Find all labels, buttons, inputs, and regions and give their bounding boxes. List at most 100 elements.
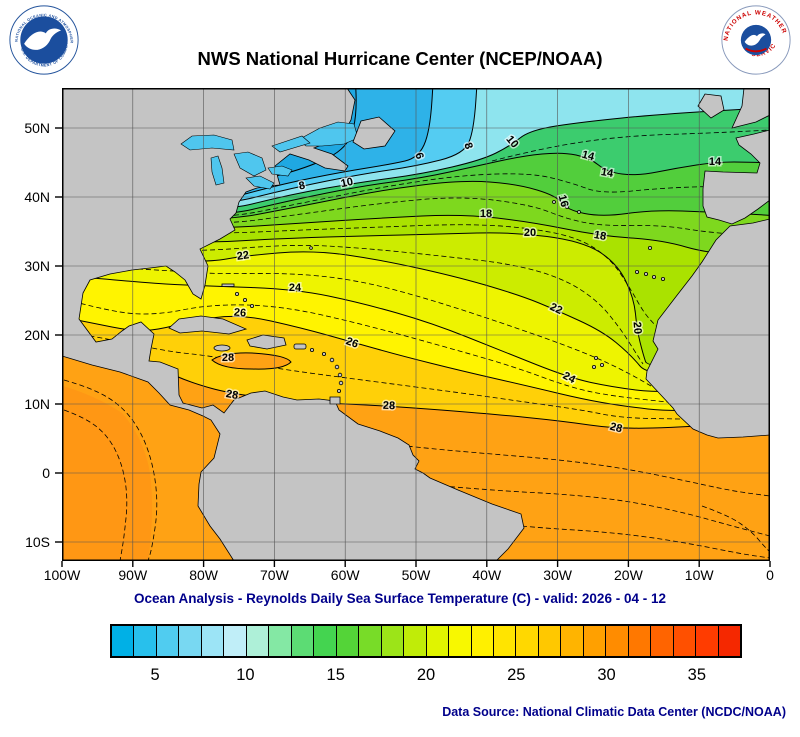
colorbar-tick-label: 20 xyxy=(416,666,436,684)
noaa-seagull-icon xyxy=(24,28,62,50)
landmasses xyxy=(62,88,770,561)
colorbar-cell xyxy=(651,626,674,656)
colorbar-cell xyxy=(696,626,719,656)
colorbar-cell xyxy=(381,626,405,656)
madeira xyxy=(648,245,653,250)
azores-islands xyxy=(552,200,581,214)
lake-erie xyxy=(245,175,275,190)
isotherm-dashed xyxy=(491,129,770,162)
x-tick-label: 40W xyxy=(472,567,502,583)
colorbar-cell xyxy=(314,626,337,656)
isotherm-dashed xyxy=(62,298,668,403)
isotherm-dashed xyxy=(441,485,770,537)
colorbar-cell xyxy=(359,626,382,656)
nws-logo: NATIONAL WEATHER SERVICE xyxy=(720,4,791,75)
colorbar-cell xyxy=(583,626,607,656)
colorbar xyxy=(110,624,742,658)
colorbar-cell xyxy=(224,626,247,656)
st-lawrence-estuary xyxy=(271,135,311,153)
contour-label: 26 xyxy=(233,306,246,319)
colorbar-cell xyxy=(426,626,450,656)
lake-ontario xyxy=(267,165,293,177)
colorbar-cell xyxy=(404,626,427,656)
x-tick-label: 90W xyxy=(118,567,148,583)
y-tick-label: 10S xyxy=(25,534,50,550)
isotherm-dashed xyxy=(62,264,652,387)
cold-water-bodies xyxy=(180,121,359,190)
isotherm-28-closed-loop xyxy=(211,352,292,370)
contour-label: 18 xyxy=(593,229,607,243)
x-tick-label: 10W xyxy=(684,567,714,583)
colorbar-cell xyxy=(493,626,517,656)
y-tick-label: 50N xyxy=(24,120,50,136)
contour-label: 28 xyxy=(383,400,396,412)
y-tick-label: 40N xyxy=(24,189,50,205)
x-axis-labels: 100W 90W 80W 70W 60W 50W 40W 30W 20W 10W 0 xyxy=(0,567,800,587)
great-britain xyxy=(731,88,770,129)
bermuda xyxy=(309,246,313,250)
y-tick-label: 30N xyxy=(24,258,50,274)
lake-huron xyxy=(233,151,267,177)
contour-label: 14 xyxy=(600,166,615,180)
colorbar-cell xyxy=(269,626,292,656)
colorbar-cell xyxy=(134,626,157,656)
isotherm-dashed xyxy=(62,197,770,237)
page-title: NWS National Hurricane Center (NCEP/NOAA… xyxy=(197,48,603,69)
isotherm-dashed xyxy=(701,505,770,553)
colorbar-cell xyxy=(471,626,494,656)
ireland xyxy=(697,93,725,119)
y-tick-label: 10N xyxy=(24,396,50,412)
isotherm-dashed xyxy=(62,173,770,223)
colorbar-cell xyxy=(291,626,315,656)
colorbar-labels: 5 10 15 20 25 30 35 xyxy=(110,666,742,688)
canary-islands xyxy=(635,269,666,281)
contour-label: 28 xyxy=(222,352,234,364)
isotherm-dashed xyxy=(351,439,770,497)
colorbar-cell xyxy=(718,626,741,656)
axis-ticks xyxy=(55,127,771,567)
colorbar-cell xyxy=(201,626,225,656)
map-caption: Ocean Analysis - Reynolds Daily Sea Surf… xyxy=(134,591,666,606)
contour-label: 28 xyxy=(609,421,624,436)
data-source-note: Data Source: National Climatic Data Cent… xyxy=(442,705,786,719)
contour-label: 20 xyxy=(524,227,536,239)
colorbar-cell xyxy=(336,626,360,656)
colorbar-tick-label: 30 xyxy=(597,666,616,684)
colorbar-cell xyxy=(246,626,270,656)
map-border xyxy=(62,88,770,561)
isotherm-10 xyxy=(62,107,770,217)
france-iberia xyxy=(702,129,770,225)
contour-label: 24 xyxy=(289,282,302,294)
isotherm-dashed xyxy=(63,379,158,561)
colorbar-cell xyxy=(628,626,652,656)
x-tick-label: 50W xyxy=(401,567,431,583)
contour-label: 14 xyxy=(709,156,722,168)
colorbar-cell xyxy=(538,626,562,656)
contour-label: 14 xyxy=(581,149,597,164)
colorbar-cell xyxy=(606,626,629,656)
colorbar-tick-label: 15 xyxy=(326,666,345,684)
lesser-antilles-islands xyxy=(309,347,344,393)
lake-michigan xyxy=(210,155,225,186)
y-tick-label: 0 xyxy=(42,465,50,481)
americas-landmass xyxy=(62,88,525,561)
x-tick-label: 70W xyxy=(259,567,289,583)
contour-label: 16 xyxy=(556,194,571,209)
isotherm-18 xyxy=(62,214,770,257)
cuba xyxy=(168,315,248,335)
isotherm-20 xyxy=(62,232,770,368)
colorbar-cell xyxy=(112,626,135,656)
x-tick-label: 20W xyxy=(613,567,643,583)
cape-verde-islands xyxy=(592,355,605,369)
nws-red-wave-icon xyxy=(745,47,767,53)
contour-label: 28 xyxy=(225,388,239,402)
contour-label: 10 xyxy=(340,176,354,190)
colorbar-cell xyxy=(516,626,539,656)
x-tick-label: 0 xyxy=(766,567,774,583)
colorbar-tick-label: 35 xyxy=(687,666,707,684)
colorbar-cell xyxy=(156,626,180,656)
isotherm-dashed xyxy=(63,409,128,561)
